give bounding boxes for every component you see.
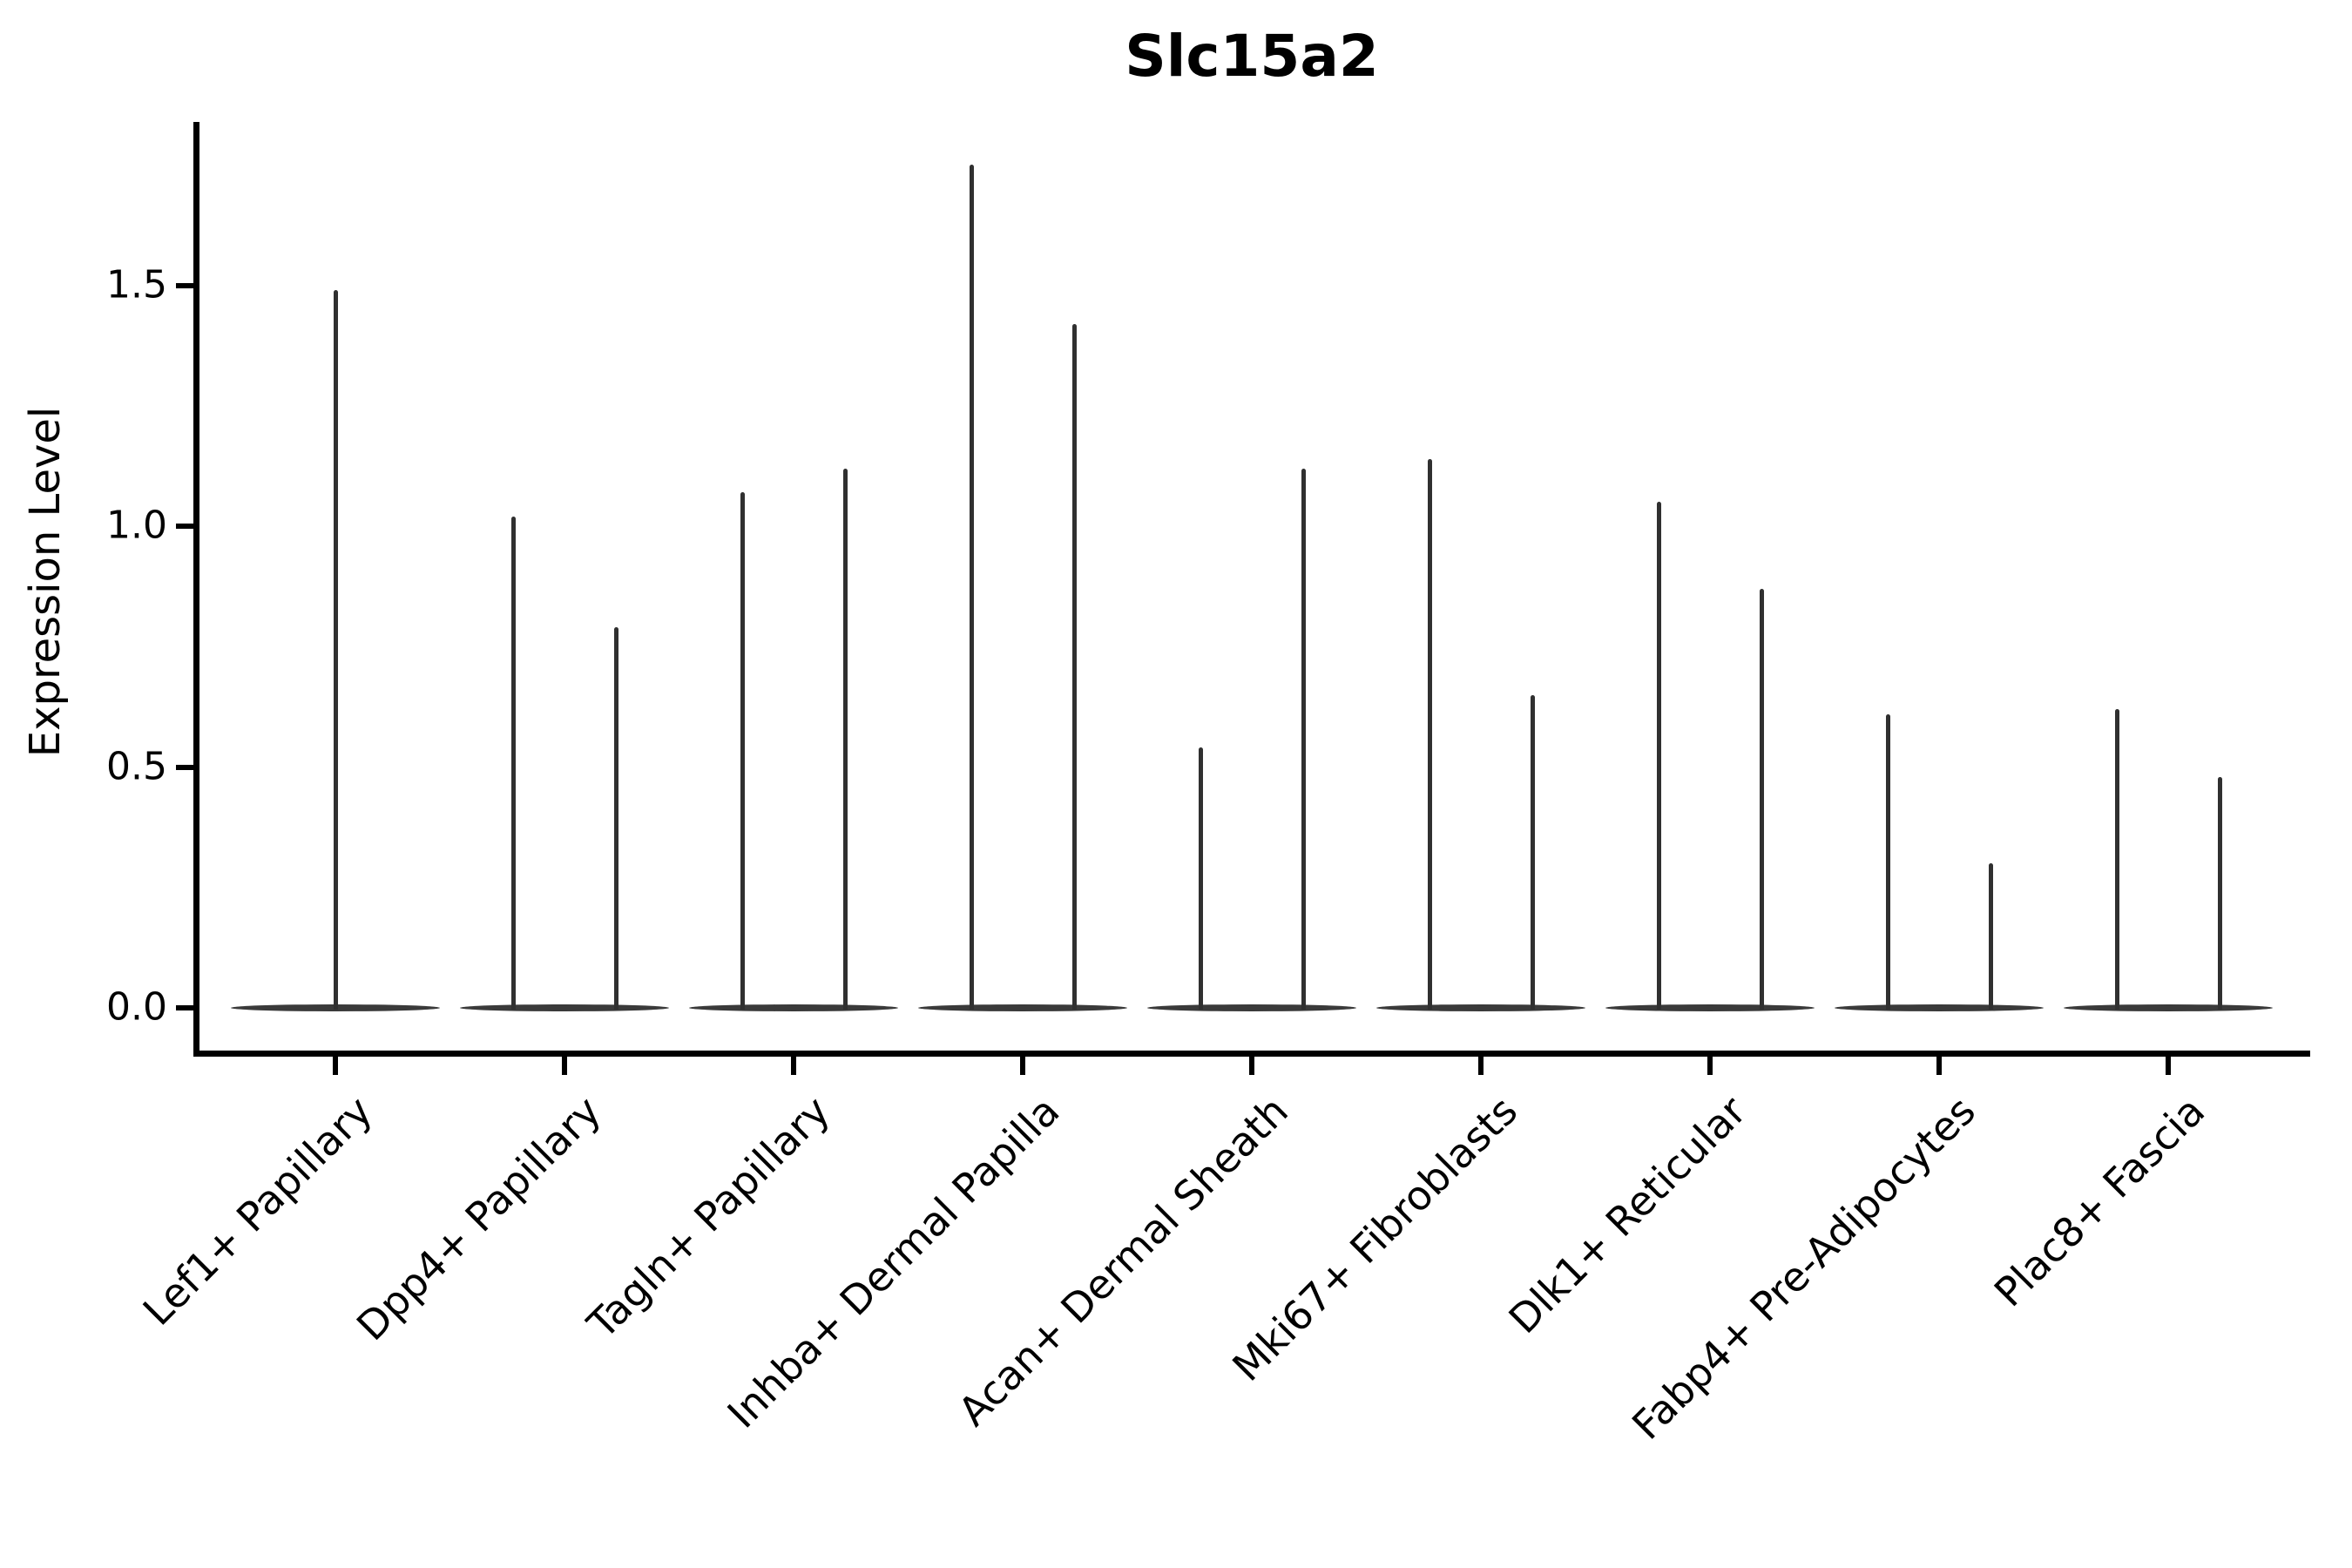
x-tick-9 (2166, 1057, 2171, 1075)
y-tick-0.0 (176, 1005, 193, 1010)
x-tick-4 (1020, 1057, 1025, 1075)
violin-tail-7-1 (1656, 502, 1661, 1010)
y-tick-1.0 (176, 524, 193, 529)
violin-tail-4-1 (969, 165, 974, 1010)
y-axis-spine (193, 122, 199, 1057)
violin-base-6 (1376, 1004, 1585, 1011)
y-axis-label: Expression Level (21, 406, 70, 758)
violin-base-9 (2064, 1004, 2273, 1011)
violin-tail-3-2 (842, 468, 848, 1010)
violin-base-7 (1605, 1004, 1815, 1011)
violin-tail-7-2 (1759, 588, 1764, 1010)
x-tick-label-2: Dpp4+ Papillary (347, 1087, 611, 1350)
violin-tail-2-2 (613, 627, 618, 1010)
x-tick-label-3: Tagln+ Papillary (578, 1087, 840, 1348)
violin-tail-2-1 (510, 516, 516, 1010)
violin-tail-4-2 (1071, 323, 1077, 1010)
violin-tail-5-2 (1301, 468, 1306, 1010)
x-tick-3 (791, 1057, 796, 1075)
violin-tail-5-1 (1198, 747, 1203, 1010)
violin-tail-6-2 (1530, 694, 1535, 1010)
x-tick-2 (562, 1057, 567, 1075)
y-tick-0.5 (176, 764, 193, 770)
x-tick-6 (1478, 1057, 1484, 1075)
y-tick-label-1.5: 1.5 (106, 261, 167, 307)
y-tick-label-0.0: 0.0 (106, 984, 167, 1030)
violin-base-8 (1835, 1004, 2044, 1011)
plot-title: Slc15a2 (1125, 23, 1379, 90)
violin-tail-6-1 (1427, 458, 1432, 1010)
violin-tail-8-2 (1988, 863, 1993, 1010)
violin-tail-3-1 (740, 492, 745, 1010)
violin-tail-9-2 (2217, 776, 2222, 1010)
violin-tail-1-1 (333, 290, 338, 1010)
x-tick-label-9: Plac8+ Fascia (1984, 1087, 2214, 1316)
violin-tail-8-1 (1885, 713, 1890, 1010)
violin-base-5 (1147, 1004, 1356, 1011)
violin-tail-9-1 (2114, 709, 2119, 1010)
x-tick-5 (1249, 1057, 1254, 1075)
y-tick-label-0.5: 0.5 (106, 743, 167, 788)
violin-base-2 (460, 1004, 669, 1011)
x-tick-7 (1707, 1057, 1713, 1075)
violin-base-3 (689, 1004, 898, 1011)
x-tick-8 (1936, 1057, 1942, 1075)
x-axis-spine (193, 1051, 2310, 1057)
x-tick-label-1: Lef1+ Papillary (133, 1087, 382, 1335)
x-tick-label-7: Dlk1+ Reticular (1499, 1087, 1756, 1343)
violin-base-4 (918, 1004, 1127, 1011)
y-tick-label-1.0: 1.0 (106, 503, 167, 548)
y-tick-1.5 (176, 282, 193, 288)
x-tick-1 (333, 1057, 338, 1075)
